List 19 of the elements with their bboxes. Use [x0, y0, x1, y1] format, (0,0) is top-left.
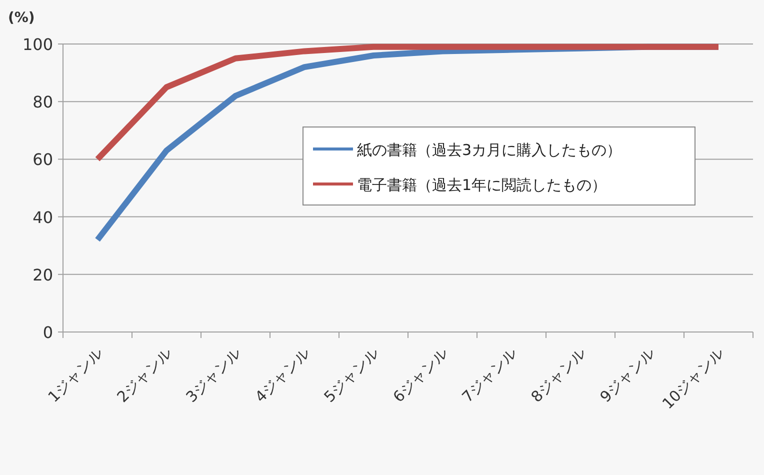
x-tick-label: 3ジャンル [182, 344, 244, 406]
x-tick-label: 2ジャンル [113, 344, 176, 406]
x-tick-label: 7ジャンル [458, 344, 520, 406]
x-tick-label: 6ジャンル [389, 344, 452, 406]
y-axis-title: (%) [8, 10, 35, 26]
legend-label: 紙の書籍（過去3カ月に購入したもの） [357, 141, 622, 159]
x-tick-label: 4ジャンル [251, 344, 314, 406]
y-tick-label: 100 [22, 35, 53, 54]
y-tick-label: 20 [32, 265, 53, 284]
x-tick-label: 10ジャンル [658, 344, 728, 413]
y-tick-label: 80 [32, 92, 53, 112]
y-tick-label: 0 [42, 323, 53, 342]
y-tick-label: 60 [32, 150, 53, 170]
legend-label: 電子書籍（過去1年に閲読したもの） [357, 176, 607, 194]
x-tick-label: 9ジャンル [596, 344, 658, 406]
x-tick-label: 8ジャンル [527, 344, 590, 406]
y-tick-label: 40 [32, 208, 53, 227]
x-tick-label: 1ジャンル [44, 344, 106, 406]
x-tick-label: 5ジャンル [320, 344, 382, 406]
